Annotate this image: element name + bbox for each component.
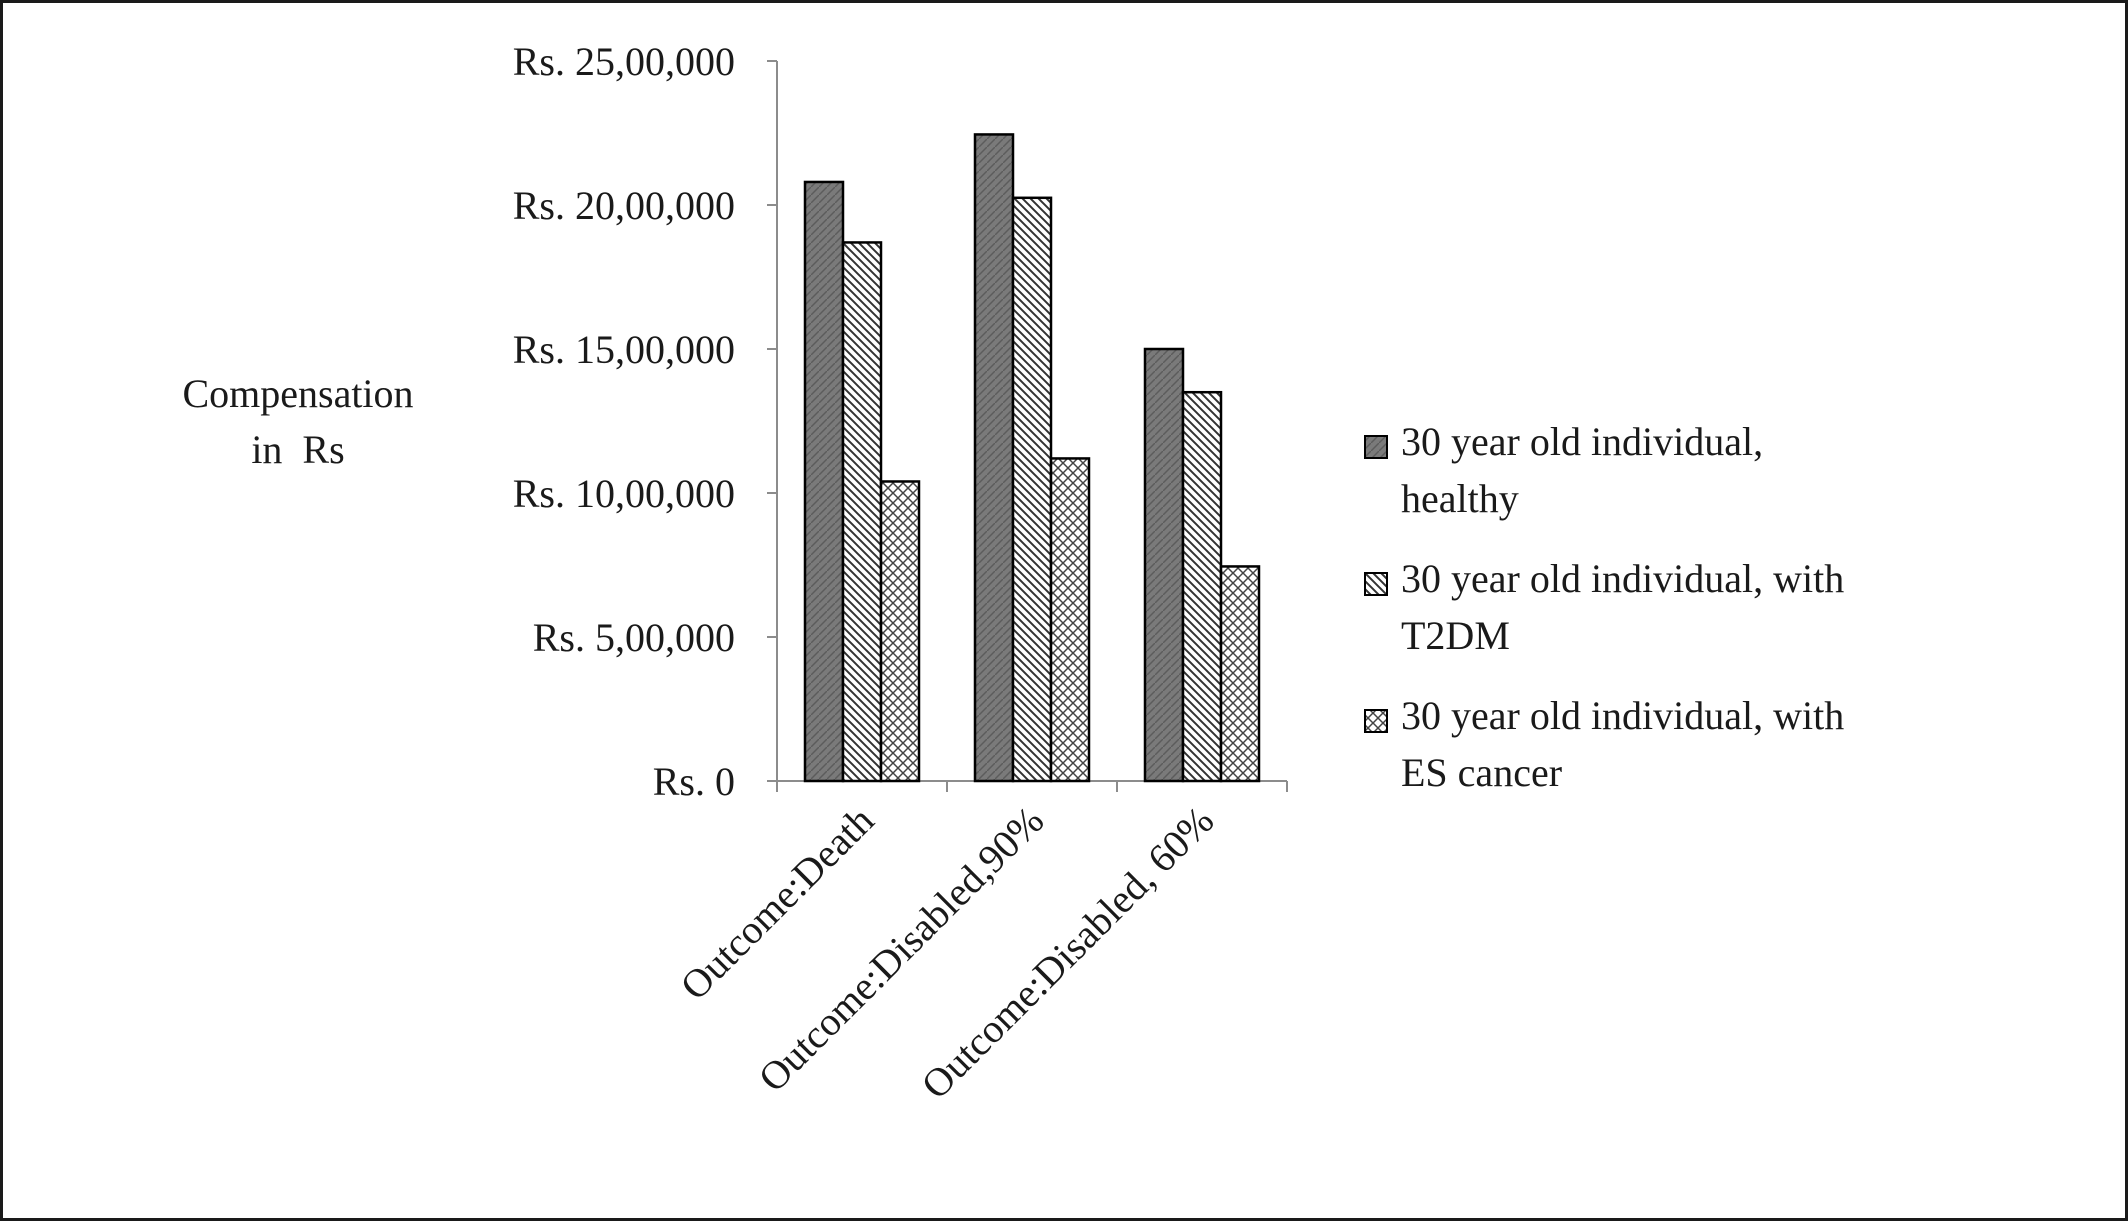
y-axis-ticks: Rs. 0 Rs. 5,00,000 Rs. 10,00,000 Rs. 15,00,… [513, 39, 777, 804]
legend-label: 30 year old individual, with [1401, 556, 1844, 601]
bar [879, 480, 921, 783]
bar [1011, 196, 1053, 783]
bars [803, 133, 1261, 783]
bar [1143, 347, 1185, 783]
bar [973, 133, 1015, 783]
bar [1049, 457, 1091, 783]
y-tick-label: Rs. 0 [653, 759, 735, 804]
legend-swatch [1364, 572, 1388, 596]
y-axis-label-line: in Rs [251, 427, 344, 472]
bar-chart: Compensation in Rs Rs. 0 Rs. 5,00,000 Rs. 1… [182, 39, 1844, 1108]
legend-swatch [1364, 709, 1388, 733]
bar [803, 180, 845, 783]
x-tick-label: Outcome:Disabled,90% [750, 798, 1053, 1101]
y-axis-label: Compensation in Rs [182, 371, 413, 472]
legend-label: 30 year old individual, with [1401, 693, 1844, 738]
x-axis-tick-labels: Outcome:DeathOutcome:Disabled,90%Outcome… [671, 798, 1222, 1108]
legend-label: ES cancer [1401, 750, 1562, 795]
legend-label: healthy [1401, 476, 1519, 521]
y-tick-label: Rs. 15,00,000 [513, 327, 735, 372]
y-tick-label: Rs. 5,00,000 [533, 615, 735, 660]
legend-label: T2DM [1401, 613, 1510, 658]
bar [841, 241, 883, 783]
y-tick-label: Rs. 10,00,000 [513, 471, 735, 516]
y-tick-label: Rs. 20,00,000 [513, 183, 735, 228]
x-tick-label: Outcome:Disabled, 60% [912, 798, 1222, 1108]
y-tick-label: Rs. 25,00,000 [513, 39, 735, 84]
legend: 30 year old individual, healthy 30 year ol… [1364, 419, 1844, 795]
legend-swatch [1364, 435, 1388, 459]
bar [1219, 565, 1261, 783]
y-axis-label-line: Compensation [182, 371, 413, 416]
legend-label: 30 year old individual, [1401, 419, 1763, 464]
bar [1181, 390, 1223, 783]
